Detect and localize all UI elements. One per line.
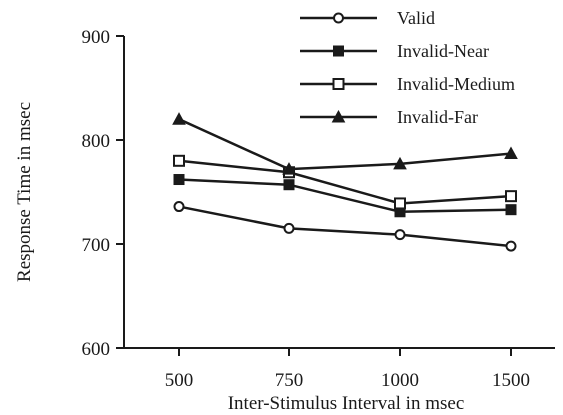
- series-line: [178, 118, 512, 171]
- y-tick-label: 900: [82, 27, 111, 48]
- data-point: [505, 240, 517, 252]
- series-line: [178, 178, 512, 214]
- series-valid: [173, 201, 517, 252]
- axes: [123, 36, 555, 349]
- y-tick-label: 800: [82, 131, 111, 152]
- data-point: [283, 222, 295, 234]
- data-point: [173, 154, 185, 167]
- data-point: [504, 146, 518, 160]
- data-point: [172, 112, 186, 125]
- data-point: [173, 201, 185, 213]
- data-point: [394, 229, 406, 241]
- legend-marker: [333, 45, 344, 57]
- x-ticks: 500 750 1000 1500: [165, 348, 530, 391]
- series-line: [178, 159, 512, 205]
- legend-item: Invalid-Medium: [300, 74, 515, 94]
- y-axis-label: Response Time in msec: [14, 102, 35, 282]
- legend-label: Valid: [397, 8, 435, 28]
- series-invalid-far: [172, 112, 518, 175]
- series-line: [178, 205, 512, 248]
- x-axis-label: Inter-Stimulus Interval in msec: [228, 393, 465, 414]
- x-tick-label: 1500: [492, 370, 530, 391]
- legend-item: Invalid-Near: [300, 41, 489, 61]
- data-point: [282, 162, 296, 175]
- legend-marker: [332, 78, 345, 90]
- data-point: [173, 174, 185, 186]
- legend-label: Invalid-Far: [397, 107, 478, 127]
- data-point: [283, 179, 295, 191]
- series-group: [172, 112, 518, 252]
- y-ticks: 600 700 800 900: [82, 27, 124, 360]
- legend-marker: [331, 109, 346, 123]
- legend-label: Invalid-Near: [397, 41, 489, 61]
- x-tick-label: 1000: [381, 370, 419, 391]
- legend: Valid Invalid-Near Invalid-Medium Invalid-F…: [300, 8, 515, 127]
- series-invalid-near: [173, 174, 517, 218]
- data-point: [394, 197, 406, 210]
- y-tick-label: 700: [82, 235, 111, 256]
- legend-marker: [333, 12, 344, 24]
- x-tick-label: 500: [165, 370, 194, 391]
- legend-item: Valid: [300, 8, 435, 28]
- y-tick-label: 600: [82, 339, 111, 360]
- x-tick-label: 750: [275, 370, 304, 391]
- data-point: [505, 190, 517, 203]
- data-point: [505, 204, 517, 216]
- legend-label: Invalid-Medium: [397, 74, 515, 94]
- legend-item: Invalid-Far: [300, 107, 478, 127]
- data-point: [393, 156, 407, 170]
